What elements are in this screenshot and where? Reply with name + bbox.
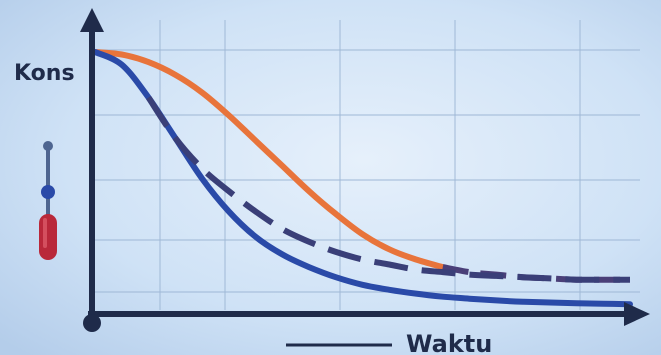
series-group	[92, 49, 633, 308]
axes	[80, 8, 650, 332]
series-line-dashed	[145, 95, 630, 283]
y-axis-arrow	[80, 8, 104, 32]
x-axis-label: Waktu	[406, 330, 492, 355]
thermometer-icon	[39, 141, 57, 260]
origin-dot	[83, 314, 101, 332]
x-axis-arrow	[624, 302, 650, 326]
grid	[92, 20, 640, 310]
series-line-orange	[92, 49, 446, 271]
y-axis-label: Kons	[14, 61, 75, 86]
